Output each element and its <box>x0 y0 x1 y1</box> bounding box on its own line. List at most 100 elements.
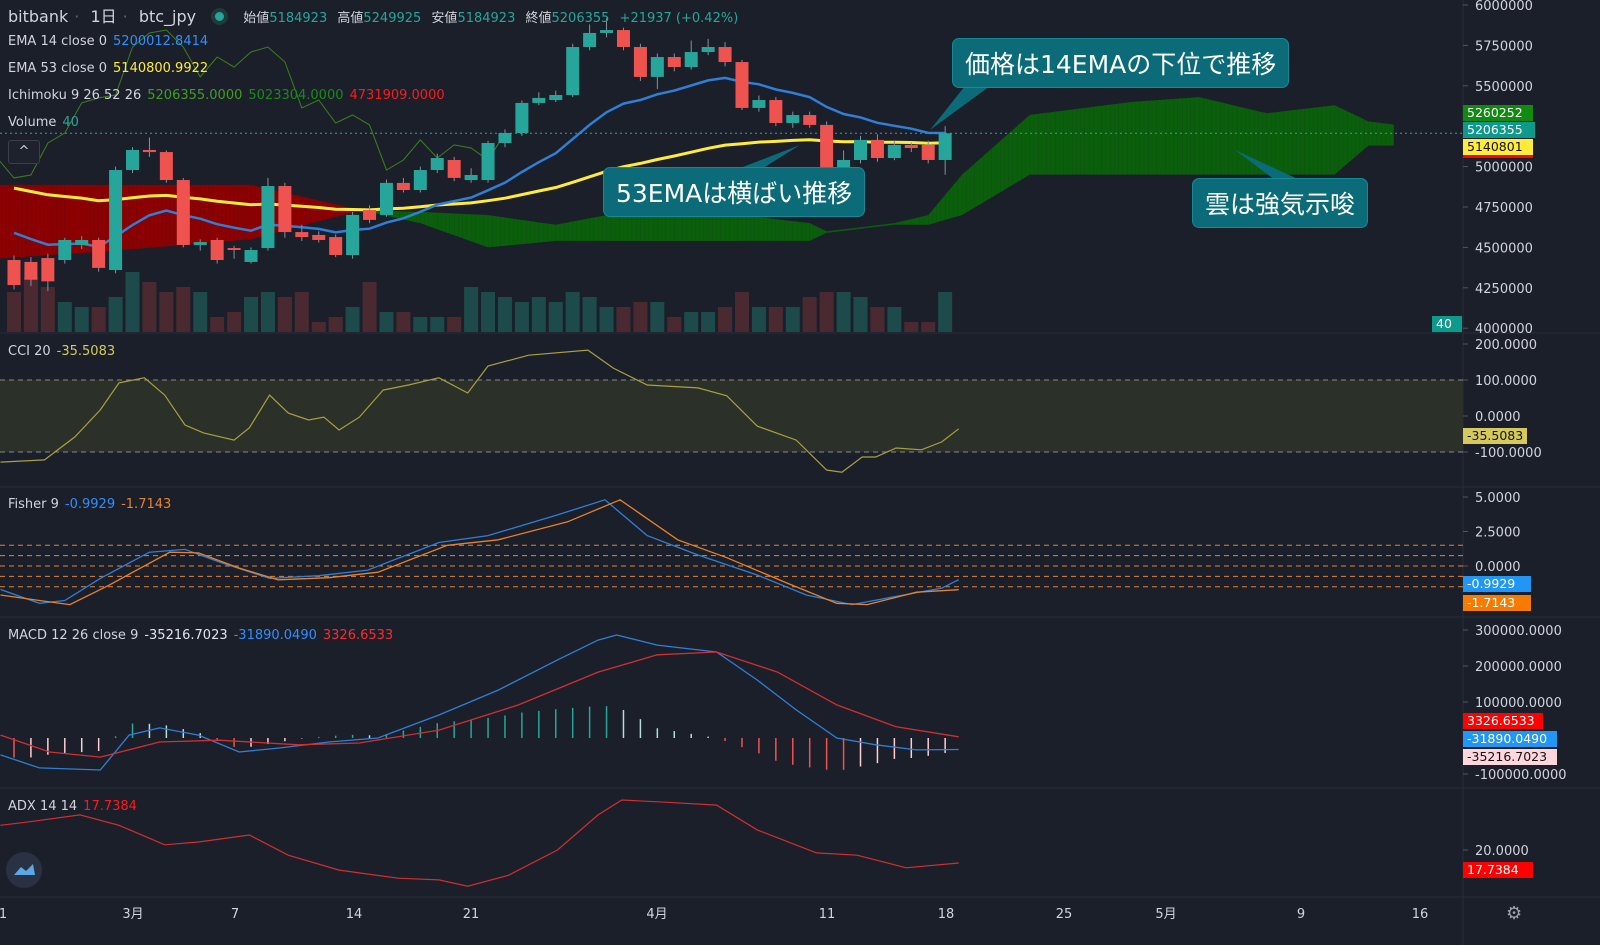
ichimoku-cloud-segment <box>1177 98 1183 175</box>
candle-body <box>887 144 901 159</box>
volume-bar <box>497 297 512 332</box>
ichimoku-cloud-segment <box>547 223 552 242</box>
ichimoku-cloud-segment <box>14 184 19 258</box>
legend-volume[interactable]: Volume 40 <box>8 115 85 130</box>
legend-cci[interactable]: CCI 20 -35.5083 <box>8 344 121 359</box>
legend-macd[interactable]: MACD 12 26 close 9 -35216.7023 -31890.0490… <box>8 628 399 643</box>
ichimoku-cloud-segment <box>191 184 196 245</box>
callout-ema53[interactable]: 53EMAは横ばい推移 <box>603 167 866 217</box>
price-tick-label: 6000000 <box>1475 0 1533 14</box>
volume-bar <box>650 302 665 332</box>
ichimoku-cloud-segment <box>1279 111 1284 175</box>
ichimoku-cloud-segment <box>462 213 467 240</box>
ichimoku-cloud-segment <box>847 228 853 231</box>
ichimoku-cloud-segment <box>843 228 848 231</box>
span-a-price-tag: 5260252 <box>1463 105 1533 121</box>
ichimoku-cloud-segment <box>923 215 929 225</box>
time-axis-label: 5月 <box>1155 907 1176 922</box>
ichimoku-cloud-segment <box>733 215 738 241</box>
ichimoku-cloud-segment <box>856 227 861 230</box>
last-price-tag: 5206355 <box>1463 122 1535 138</box>
settings-gear-icon[interactable]: ⚙ <box>1506 903 1523 924</box>
ichimoku-cloud-segment <box>1304 108 1310 175</box>
ichimoku-cloud-segment <box>898 221 903 225</box>
ichimoku-cloud-segment <box>9 184 14 258</box>
legend-ema14[interactable]: EMA 14 close 0 5200012.8414 <box>8 34 214 49</box>
volume-bar <box>819 292 834 332</box>
ichimoku-cloud-segment <box>246 184 252 240</box>
volume-bar <box>633 302 648 332</box>
ichimoku-cloud-segment <box>1144 100 1149 175</box>
ichimoku-cloud-segment <box>5 184 10 259</box>
interval[interactable]: 1日 <box>90 7 117 26</box>
candle-body <box>75 239 89 245</box>
high-label: 高値 <box>337 11 364 26</box>
ichimoku-cloud-segment <box>1089 106 1094 175</box>
ichimoku-cloud-segment <box>936 199 941 223</box>
ichimoku-cloud-segment <box>1046 112 1051 175</box>
ichimoku-cloud-segment <box>1338 107 1344 172</box>
volume-bar <box>481 292 496 332</box>
candle-body <box>379 182 393 215</box>
candle-body <box>684 52 698 68</box>
ichimoku-cloud-segment <box>729 215 734 241</box>
volume-bar <box>565 292 580 332</box>
legend-adx[interactable]: ADX 14 14 17.7384 <box>8 799 143 814</box>
volume-bar <box>362 282 377 332</box>
tradingview-logo-button[interactable] <box>6 852 42 888</box>
ichimoku-cloud-segment <box>449 213 455 236</box>
ichimoku-cloud-segment <box>318 200 323 222</box>
price-tick-label: 4000000 <box>1475 322 1533 337</box>
ichimoku-cloud-segment <box>437 212 442 231</box>
ichimoku-cloud-segment <box>627 215 632 241</box>
ichimoku-cloud-segment <box>754 216 759 241</box>
legend-fisher[interactable]: Fisher 9 -0.9929 -1.7143 <box>8 497 177 512</box>
ichimoku-cloud-segment <box>970 163 975 211</box>
ichimoku-cloud-segment <box>1072 108 1077 175</box>
collapse-legend-button[interactable]: ^ <box>8 140 40 164</box>
ichimoku-cloud-segment <box>703 215 709 241</box>
ichimoku-cloud-segment <box>1050 111 1056 175</box>
ichimoku-cloud-segment <box>1 184 6 259</box>
candle-body <box>396 182 410 191</box>
candle-body <box>430 158 444 170</box>
ichimoku-cloud-segment <box>1220 102 1225 175</box>
callout-cloud[interactable]: 雲は強気示唆 <box>1192 178 1369 228</box>
legend-value: -0.9929 <box>64 497 116 512</box>
ichimoku-cloud-segment <box>1161 99 1166 175</box>
callout-pointer <box>930 86 990 130</box>
ema53-line <box>13 138 946 212</box>
ichimoku-cloud-segment <box>708 215 713 241</box>
candle-body <box>346 214 360 255</box>
ichimoku-cloud-segment <box>932 204 937 224</box>
volume-bar <box>260 292 275 332</box>
ichimoku-cloud-segment <box>737 215 742 241</box>
ichimoku-cloud-segment <box>805 222 810 241</box>
ichimoku-cloud-segment <box>699 215 704 241</box>
ichimoku-cloud-segment <box>758 217 764 241</box>
candle-body <box>126 149 140 170</box>
ichimoku-cloud-segment <box>877 224 882 227</box>
legend-label: MACD 12 26 close 9 <box>8 628 139 643</box>
ichimoku-cloud-segment <box>1211 100 1217 175</box>
candle-body <box>278 185 292 233</box>
ichimoku-cloud-segment <box>1275 111 1280 175</box>
ema53-price-tag: 5140801 <box>1463 139 1533 158</box>
ichimoku-cloud-segment <box>157 184 163 248</box>
callout-ema14[interactable]: 価格は14EMAの下位で推移 <box>952 38 1290 88</box>
legend-label: Ichimoku 9 26 52 26 <box>8 88 142 103</box>
ichimoku-cloud-segment <box>564 222 569 241</box>
ichimoku-cloud-segment <box>644 215 649 241</box>
symbol-name[interactable]: btc_jpy <box>138 7 197 26</box>
change-value: +21937 (+0.42%) <box>619 11 739 26</box>
legend-value: -1.7143 <box>121 497 172 512</box>
ichimoku-cloud-segment <box>695 215 700 241</box>
legend-ema53[interactable]: EMA 53 close 0 5140800.9922 <box>8 61 214 76</box>
adx-tick-label: 20.0000 <box>1475 844 1529 859</box>
ichimoku-cloud-segment <box>792 221 798 241</box>
candle-body <box>769 100 783 123</box>
legend-ichimoku[interactable]: Ichimoku 9 26 52 26 5206355.0000 5023304.0… <box>8 88 451 103</box>
exchange-name[interactable]: bitbank <box>8 7 69 26</box>
candle-body <box>7 260 21 286</box>
